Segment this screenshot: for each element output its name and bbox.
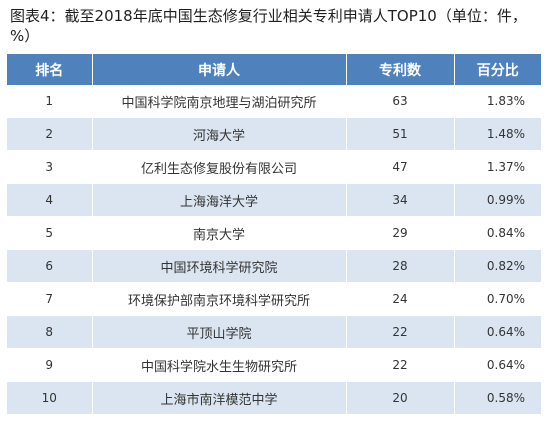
table-row: 2 河海大学 51 1.48% xyxy=(7,117,541,151)
rank-cell: 6 xyxy=(7,249,93,283)
table-row: 4 上海海洋大学 34 0.99% xyxy=(7,183,541,217)
applicant-cell: 中国环境科学研究院 xyxy=(92,249,347,283)
table-row: 7 环境保护部南京环境科学研究所 24 0.70% xyxy=(7,282,541,316)
count-cell: 22 xyxy=(346,348,455,382)
count-cell: 28 xyxy=(346,249,455,283)
percent-cell: 0.82% xyxy=(454,249,541,283)
header-rank: 排名 xyxy=(7,54,93,85)
rank-cell: 2 xyxy=(7,117,93,151)
count-cell: 22 xyxy=(346,315,455,349)
percent-cell: 0.64% xyxy=(454,315,541,349)
table-row: 3 亿利生态修复股份有限公司 47 1.37% xyxy=(7,150,541,184)
table-row: 5 南京大学 29 0.84% xyxy=(7,216,541,250)
percent-cell: 0.58% xyxy=(454,381,541,415)
percent-cell: 0.64% xyxy=(454,348,541,382)
rank-cell: 10 xyxy=(7,381,93,415)
patent-applicant-table: 排名 申请人 专利数 百分比 1 中国科学院南京地理与湖泊研究所 63 1.83… xyxy=(7,54,541,415)
applicant-cell: 亿利生态修复股份有限公司 xyxy=(92,150,347,184)
rank-cell: 1 xyxy=(7,85,93,118)
applicant-cell: 河海大学 xyxy=(92,117,347,151)
count-cell: 24 xyxy=(346,282,455,316)
rank-cell: 4 xyxy=(7,183,93,217)
table-row: 10 上海市南洋模范中学 20 0.58% xyxy=(7,381,541,415)
header-row: 排名 申请人 专利数 百分比 xyxy=(7,54,541,85)
percent-cell: 0.99% xyxy=(454,183,541,217)
applicant-cell: 环境保护部南京环境科学研究所 xyxy=(92,282,347,316)
count-cell: 63 xyxy=(346,85,455,118)
table-header: 排名 申请人 专利数 百分比 xyxy=(7,54,541,85)
count-cell: 20 xyxy=(346,381,455,415)
applicant-cell: 上海海洋大学 xyxy=(92,183,347,217)
percent-cell: 0.84% xyxy=(454,216,541,250)
count-cell: 34 xyxy=(346,183,455,217)
table-row: 9 中国科学院水生生物研究所 22 0.64% xyxy=(7,348,541,382)
applicant-cell: 南京大学 xyxy=(92,216,347,250)
rank-cell: 8 xyxy=(7,315,93,349)
table-row: 1 中国科学院南京地理与湖泊研究所 63 1.83% xyxy=(7,85,541,118)
table-row: 8 平顶山学院 22 0.64% xyxy=(7,315,541,349)
applicant-cell: 中国科学院南京地理与湖泊研究所 xyxy=(92,85,347,118)
count-cell: 47 xyxy=(346,150,455,184)
count-cell: 29 xyxy=(346,216,455,250)
applicant-cell: 平顶山学院 xyxy=(92,315,347,349)
header-applicant: 申请人 xyxy=(92,54,347,85)
table-body: 1 中国科学院南京地理与湖泊研究所 63 1.83% 2 河海大学 51 1.4… xyxy=(7,85,541,415)
percent-cell: 1.48% xyxy=(454,117,541,151)
rank-cell: 7 xyxy=(7,282,93,316)
percent-cell: 0.70% xyxy=(454,282,541,316)
rank-cell: 9 xyxy=(7,348,93,382)
figure-caption: 图表4：截至2018年底中国生态修复行业相关专利申请人TOP10（单位：件，%） xyxy=(10,7,527,45)
applicant-cell: 中国科学院水生生物研究所 xyxy=(92,348,347,382)
percent-cell: 1.83% xyxy=(454,85,541,118)
rank-cell: 5 xyxy=(7,216,93,250)
header-patent-count: 专利数 xyxy=(346,54,455,85)
applicant-cell: 上海市南洋模范中学 xyxy=(92,381,347,415)
rank-cell: 3 xyxy=(7,150,93,184)
header-percentage: 百分比 xyxy=(454,54,541,85)
table-row: 6 中国环境科学研究院 28 0.82% xyxy=(7,249,541,283)
percent-cell: 1.37% xyxy=(454,150,541,184)
applicant-table-container: 排名 申请人 专利数 百分比 1 中国科学院南京地理与湖泊研究所 63 1.83… xyxy=(7,54,541,415)
count-cell: 51 xyxy=(346,117,455,151)
